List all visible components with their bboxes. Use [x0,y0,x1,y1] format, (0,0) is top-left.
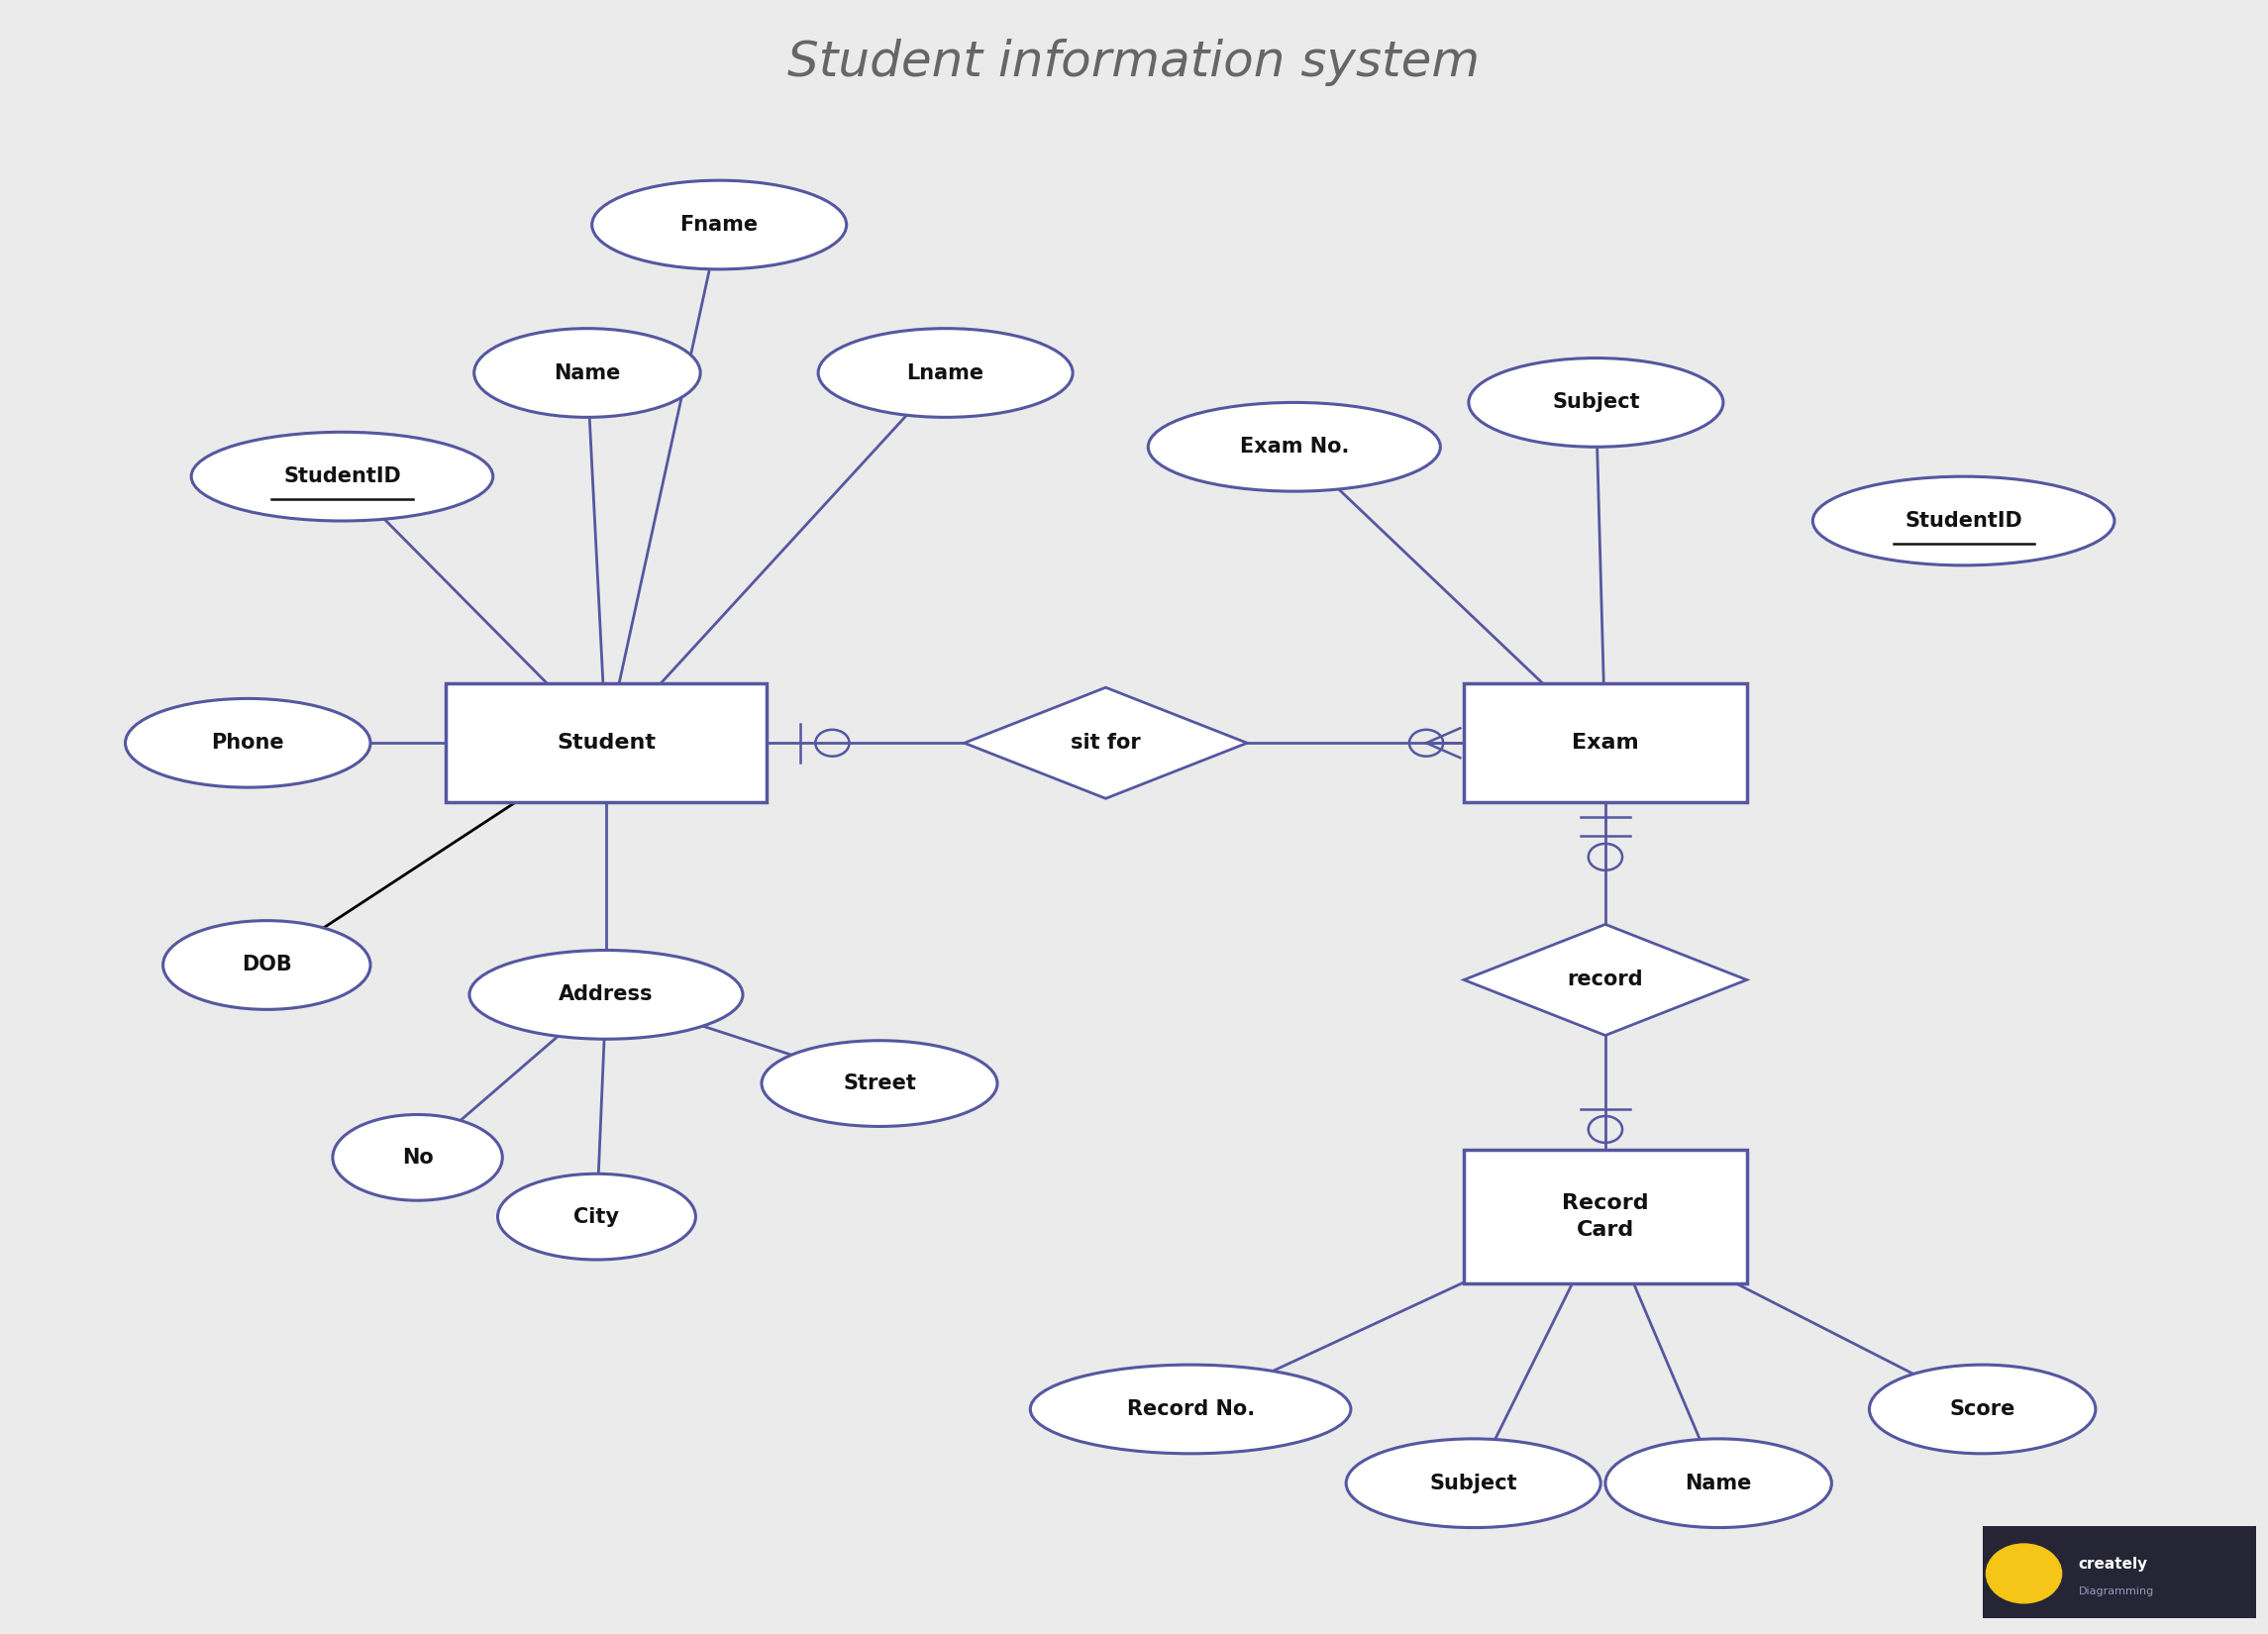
Text: Exam: Exam [1572,734,1640,753]
Text: Score: Score [1950,1399,2016,1418]
Text: Record
Card: Record Card [1563,1194,1649,1240]
Ellipse shape [1812,477,2114,565]
Text: Student: Student [556,734,655,753]
Text: StudentID: StudentID [1905,511,2023,531]
Ellipse shape [592,180,846,270]
Ellipse shape [333,1114,503,1201]
Ellipse shape [762,1041,998,1126]
Text: Diagramming: Diagramming [2077,1587,2155,1596]
Text: StudentID: StudentID [284,467,401,487]
Text: record: record [1567,971,1644,990]
Text: No: No [401,1147,433,1167]
Text: City: City [574,1208,619,1227]
Ellipse shape [1869,1364,2096,1454]
Text: Exam No.: Exam No. [1241,436,1349,458]
Ellipse shape [163,920,370,1010]
Text: Record No.: Record No. [1127,1399,1254,1418]
Ellipse shape [1148,402,1440,492]
Ellipse shape [191,431,492,521]
Ellipse shape [469,951,744,1039]
Bar [1463,1150,1746,1283]
FancyBboxPatch shape [1982,1526,2257,1618]
Bar [447,683,767,802]
Text: Lname: Lname [907,363,984,382]
Ellipse shape [1030,1364,1352,1454]
Text: Student information system: Student information system [787,38,1481,85]
Text: Fname: Fname [680,216,758,235]
Text: Subject: Subject [1551,392,1640,412]
Bar [1463,683,1746,802]
Text: creately: creately [2077,1557,2148,1572]
Ellipse shape [1470,358,1724,446]
Ellipse shape [497,1173,696,1260]
Text: Name: Name [553,363,621,382]
Text: sit for: sit for [1070,734,1141,753]
Text: Name: Name [1685,1474,1751,1493]
Circle shape [1987,1544,2062,1603]
Ellipse shape [1347,1440,1601,1528]
Ellipse shape [1606,1440,1833,1528]
Text: Street: Street [844,1074,916,1093]
Ellipse shape [819,328,1073,417]
Text: Subject: Subject [1429,1474,1517,1493]
Ellipse shape [125,699,370,788]
Ellipse shape [474,328,701,417]
Polygon shape [964,688,1247,799]
Text: Phone: Phone [211,734,284,753]
Text: Address: Address [558,985,653,1005]
Polygon shape [1463,925,1746,1036]
Text: DOB: DOB [243,956,293,975]
